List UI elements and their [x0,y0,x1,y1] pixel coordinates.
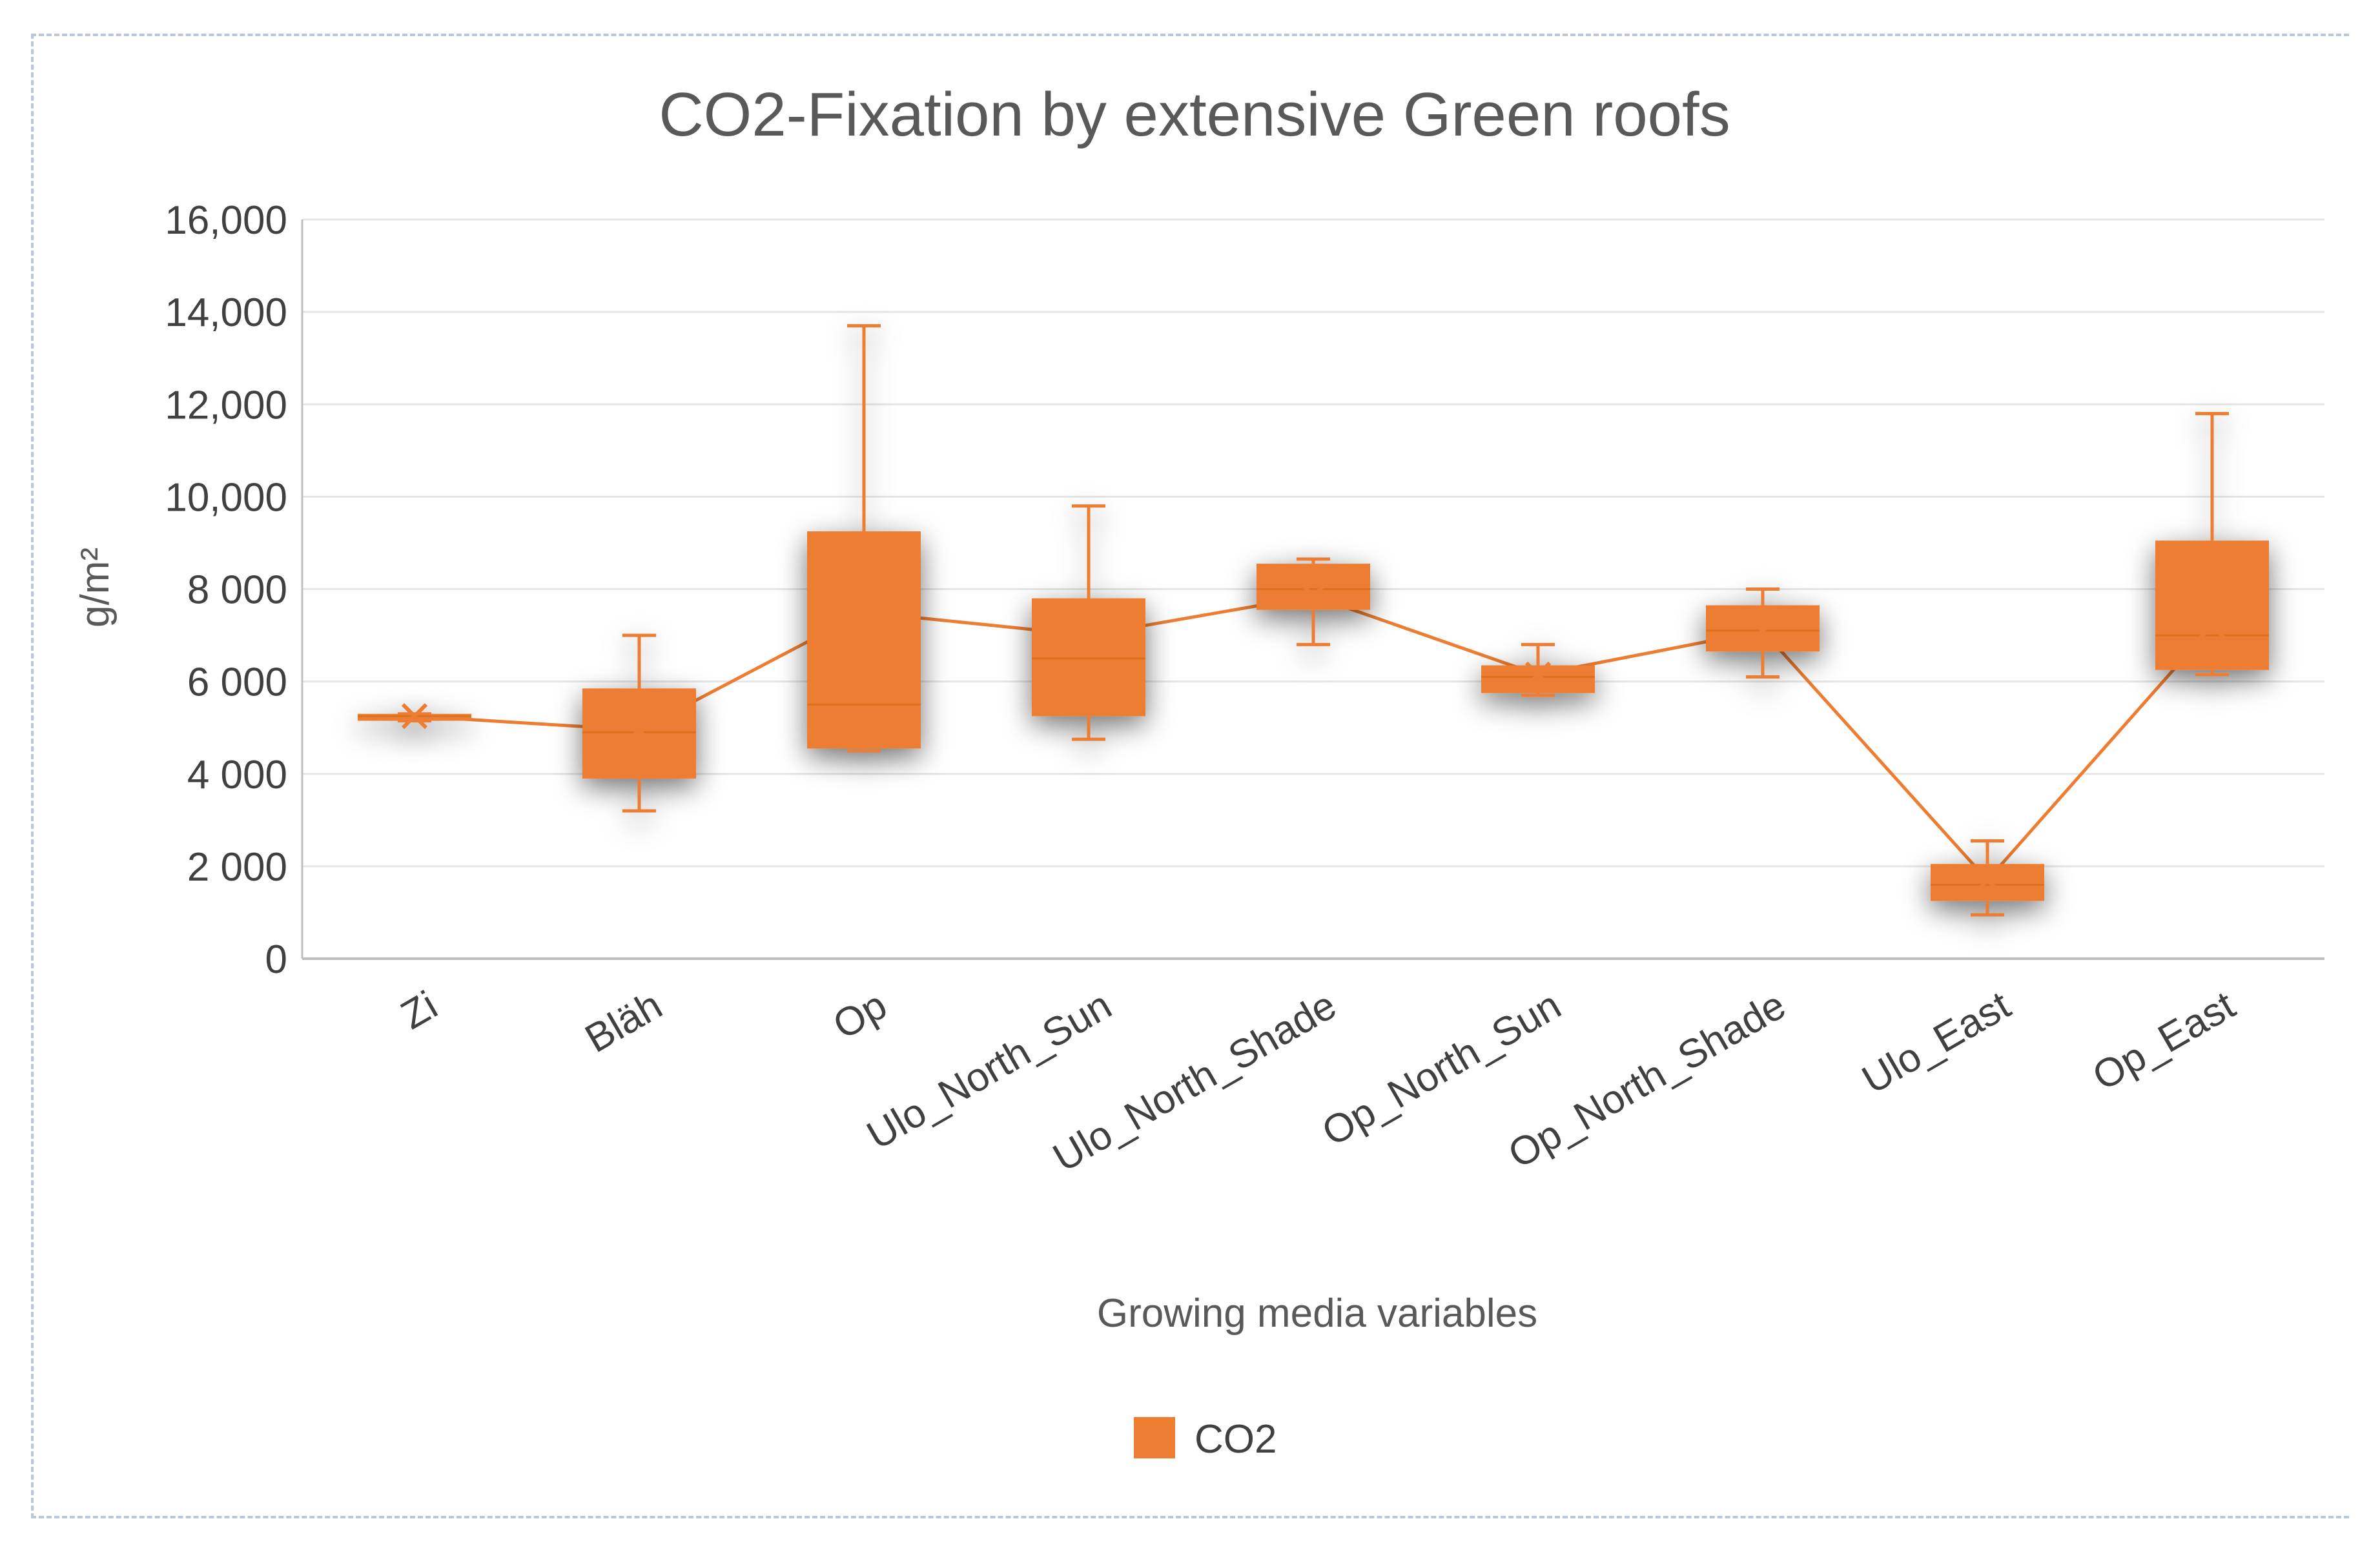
y-tick-labels: 0 2 000 4 000 6 000 8 000 10,000 12,000 14,000 1… [165,198,287,982]
x-tick-label: Zi [394,983,445,1038]
x-tick-label: Bläh [578,983,670,1061]
box-iqr [1257,564,1370,610]
mean-marker [1075,622,1102,649]
legend-label: CO2 [1195,1417,1277,1462]
box-plot [2155,412,2269,677]
y-tick-label: 12,000 [165,383,287,427]
box-plot [807,324,921,753]
x-axis-title: Growing media variables [1097,1291,1537,1336]
box-plot [1481,642,1595,697]
legend-swatch [1134,1417,1175,1458]
y-tick-label: 8 000 [187,568,287,613]
y-tick-label: 10,000 [165,475,287,520]
box-iqr [807,531,921,749]
y-tick-label: 0 [265,937,287,982]
legend: CO2 [1134,1417,1277,1462]
mean-marker [401,703,428,730]
x-tick-label: Ulo_East [1855,983,2018,1103]
x-tick-labels: Zi Bläh OpUlo_North_SunUlo_North_ShadeOp_N… [394,983,2242,1180]
mean-marker [626,717,653,743]
x-tick-label: Op [826,983,894,1048]
axis-layer [301,220,2324,960]
box-plot [1931,839,2044,917]
box-plot [358,703,471,730]
mean-marker [850,599,877,626]
y-tick-label: 4 000 [187,753,287,797]
box-iqr [582,688,696,779]
y-tick-label: 2 000 [187,845,287,890]
box-plot [582,633,696,813]
mean-marker [1974,867,2001,893]
chart-frame [31,34,2349,1518]
box-iqr [2155,540,2269,670]
box-iqr [1032,598,1145,717]
box-plot [1032,504,1145,741]
x-tick-label: Op_East [2086,983,2242,1099]
chart-title: CO2-Fixation by extensive Green roofs [659,80,1730,149]
y-tick-label: 16,000 [165,198,287,243]
mean-marker [1749,617,1776,644]
box-iqr [1481,665,1595,693]
y-tick-label: 14,000 [165,291,287,335]
y-axis-title: g/m² [73,547,118,628]
box-plot [1257,557,1370,646]
mean-marker [2199,613,2226,639]
box-layer [358,324,2269,917]
mean-marker [1524,661,1552,688]
y-tick-label: 6 000 [187,660,287,705]
box-plot [1706,587,1820,679]
mean-marker [1300,583,1327,609]
